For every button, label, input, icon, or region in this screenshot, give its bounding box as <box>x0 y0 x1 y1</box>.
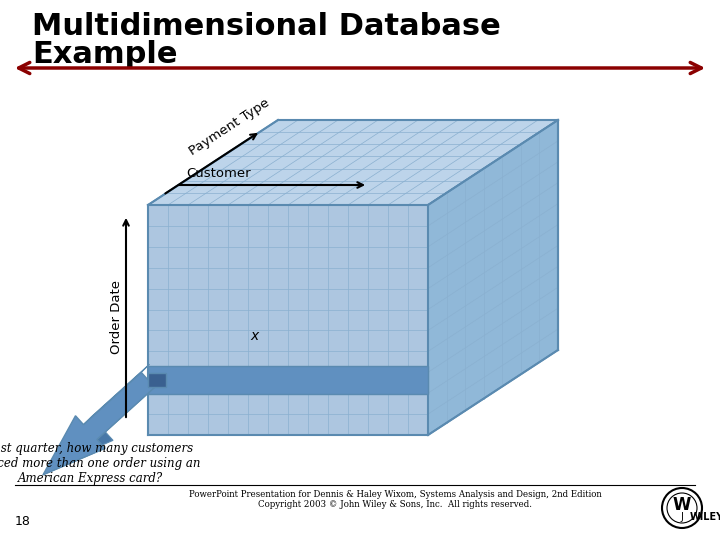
Text: W: W <box>672 496 691 514</box>
Polygon shape <box>84 364 149 424</box>
Text: x: x <box>251 329 258 343</box>
Polygon shape <box>148 373 166 387</box>
Polygon shape <box>148 366 428 394</box>
Polygon shape <box>148 205 428 435</box>
Text: Payment Type: Payment Type <box>186 96 271 158</box>
Polygon shape <box>43 373 155 475</box>
Text: Customer: Customer <box>186 167 251 180</box>
Text: J: J <box>680 512 683 522</box>
Text: PowerPoint Presentation for Dennis & Haley Wixom, Systems Analysis and Design, 2: PowerPoint Presentation for Dennis & Hal… <box>189 490 601 509</box>
Text: Last quarter, how many customers
placed more than one order using an
American Ex: Last quarter, how many customers placed … <box>0 442 201 485</box>
Polygon shape <box>428 120 558 435</box>
Polygon shape <box>43 379 163 475</box>
Text: Multidimensional Database: Multidimensional Database <box>32 12 500 41</box>
Polygon shape <box>148 120 558 205</box>
Text: WILEY: WILEY <box>690 512 720 522</box>
Text: 18: 18 <box>15 515 31 528</box>
Text: Order Date: Order Date <box>109 280 122 354</box>
Text: Example: Example <box>32 40 178 69</box>
